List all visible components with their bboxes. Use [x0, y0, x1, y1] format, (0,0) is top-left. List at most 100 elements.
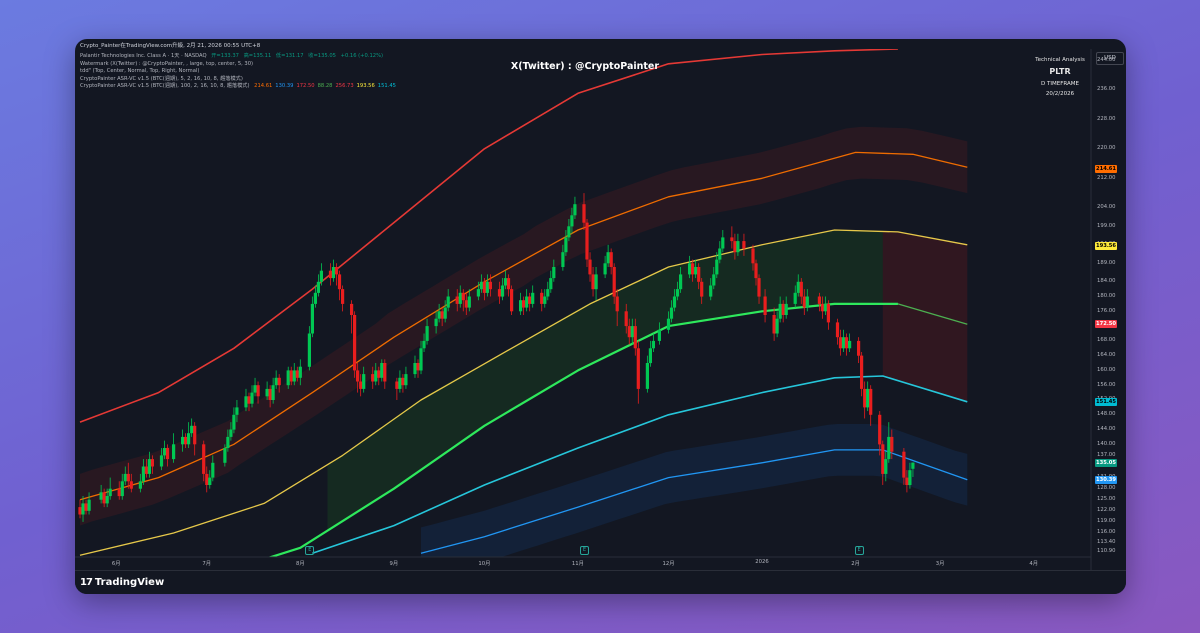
legend-asr-row-2[interactable]: CryptoPainter ASR-VC v1.5 (BTC(週期), 100,…	[80, 83, 402, 91]
legend-change: +0.16 (+0.12%)	[340, 53, 384, 59]
candle-body	[651, 340, 655, 349]
candle-body	[691, 263, 695, 275]
band-line-mid_upper	[79, 229, 968, 556]
y-tick-label: 184.00	[1097, 278, 1116, 285]
candle-body	[506, 278, 511, 290]
candle-body	[181, 436, 185, 445]
candle-body	[884, 459, 888, 474]
earnings-marker-icon[interactable]: E	[579, 546, 589, 555]
info-symbol: PLTR	[1049, 67, 1071, 76]
candle-body	[81, 503, 85, 515]
candle-body	[356, 370, 360, 382]
candle-body	[835, 322, 840, 338]
y-tick-label: 228.00	[1097, 115, 1116, 122]
band-line-lower2	[420, 449, 968, 554]
candle-body	[334, 267, 339, 275]
candle-body	[187, 433, 191, 445]
candle-body	[205, 473, 209, 485]
price-tag: 135.05	[1095, 458, 1117, 467]
watermark-text: X(Twitter) : @CryptoPainter	[510, 61, 660, 72]
candle-body	[443, 307, 447, 319]
candle-body	[313, 292, 317, 304]
price-tag: 130.39	[1095, 475, 1117, 484]
earnings-marker-icon[interactable]: E	[854, 546, 864, 555]
candle-body	[700, 281, 704, 297]
candle-body	[666, 318, 671, 330]
x-tick-label: 3月	[935, 561, 945, 567]
candle-body	[869, 388, 873, 415]
candle-body	[295, 370, 299, 378]
tradingview-brand: TradingView	[94, 577, 165, 588]
candle-body	[570, 215, 574, 227]
earnings-marker-icon[interactable]: E	[305, 546, 315, 555]
candle-body	[401, 377, 405, 386]
candle-body	[591, 274, 595, 290]
candle-body	[805, 296, 809, 308]
candle-body	[863, 388, 867, 408]
candle-body	[715, 259, 719, 275]
candle-body	[525, 296, 529, 308]
candle-body	[425, 326, 429, 341]
y-tick-label: 199.00	[1097, 222, 1116, 229]
candle-body	[543, 296, 547, 304]
candle-body	[838, 337, 843, 349]
candle-body	[615, 296, 619, 312]
candle-body	[902, 451, 906, 478]
candle-body	[202, 444, 206, 474]
candle-body	[292, 370, 296, 382]
candle-body	[878, 414, 882, 445]
legend-asr-row-1[interactable]: CryptoPainter ASR-VC v1.5 (BTC(週期), 5, 2…	[80, 75, 243, 82]
candle-body	[712, 274, 716, 286]
candle-body	[271, 385, 275, 400]
chart-window: Crypto_Painter在TradingView.com升級, 2月 21,…	[75, 39, 1126, 594]
y-tick-label: 128.00	[1097, 485, 1116, 492]
legend-watermark-row[interactable]: Watermark (X(Twitter) : @CryptoPainter, …	[80, 60, 254, 67]
candle-body	[503, 278, 508, 286]
price-tag: 172.50	[1095, 320, 1117, 329]
candle-body	[552, 267, 556, 279]
y-tick-label: 156.00	[1097, 381, 1116, 388]
candle-body	[141, 466, 145, 482]
candle-body	[675, 289, 680, 297]
y-tick-label: 180.00	[1097, 293, 1116, 300]
candle-body	[286, 370, 290, 386]
candle-body	[184, 436, 188, 445]
candle-body	[256, 385, 260, 397]
candle-body	[730, 237, 734, 242]
candle-body	[208, 477, 212, 485]
candle-body	[404, 374, 408, 386]
candle-body	[612, 267, 616, 297]
candle-body	[694, 267, 698, 275]
y-tick-label: 164.00	[1097, 352, 1116, 359]
legend-open: 开=133.37	[211, 53, 239, 59]
y-tick-label: 144.00	[1097, 426, 1116, 433]
candle-body	[253, 385, 257, 393]
candle-body	[567, 226, 571, 238]
candle-body	[709, 285, 713, 297]
candle-body	[129, 481, 133, 489]
candle-body	[102, 492, 106, 504]
legend-tdd-row[interactable]: tdd" (Top, Center, Normal, Top, Right, N…	[80, 68, 200, 75]
candle-body	[289, 370, 293, 382]
candle-body	[150, 459, 154, 467]
candle-body	[784, 303, 788, 315]
price-chart[interactable]	[75, 39, 1126, 594]
x-tick-label: 8月	[295, 561, 305, 567]
y-tick-label: 122.00	[1097, 507, 1116, 514]
candle-body	[138, 481, 142, 489]
x-tick-label: 12月	[662, 561, 675, 567]
legend-close: 收=135.05	[308, 53, 336, 59]
candle-body	[799, 281, 803, 297]
legend-symbol-row[interactable]: Palantir Technologies Inc. Class A · 1天 …	[80, 53, 402, 61]
candle-body	[817, 296, 821, 304]
currency-button[interactable]: USD	[1096, 52, 1124, 65]
candle-body	[316, 281, 320, 293]
candle-body	[781, 303, 785, 315]
candle-body	[232, 414, 236, 430]
candle-body	[757, 278, 761, 297]
tradingview-logo[interactable]: 17 TradingView	[80, 577, 164, 588]
x-tick-label: 4月	[1029, 561, 1038, 567]
price-tag: 151.45	[1095, 398, 1117, 406]
candle-body	[669, 307, 674, 319]
candle-body	[440, 311, 444, 319]
